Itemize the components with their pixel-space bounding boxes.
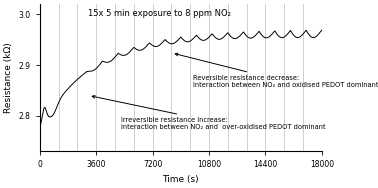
Text: Irreversible resistance increase:
Interaction between NO₂ and  over-oxidised PED: Irreversible resistance increase: Intera… — [92, 96, 326, 130]
X-axis label: Time (s): Time (s) — [163, 175, 199, 184]
Y-axis label: Resistance (kΩ): Resistance (kΩ) — [4, 42, 13, 113]
Text: Reversible resistance decrease:
Interaction between NO₂ and oxidised PEDOT domin: Reversible resistance decrease: Interact… — [175, 53, 378, 88]
Text: 15x 5 min exposure to 8 ppm NO₂: 15x 5 min exposure to 8 ppm NO₂ — [88, 9, 231, 18]
